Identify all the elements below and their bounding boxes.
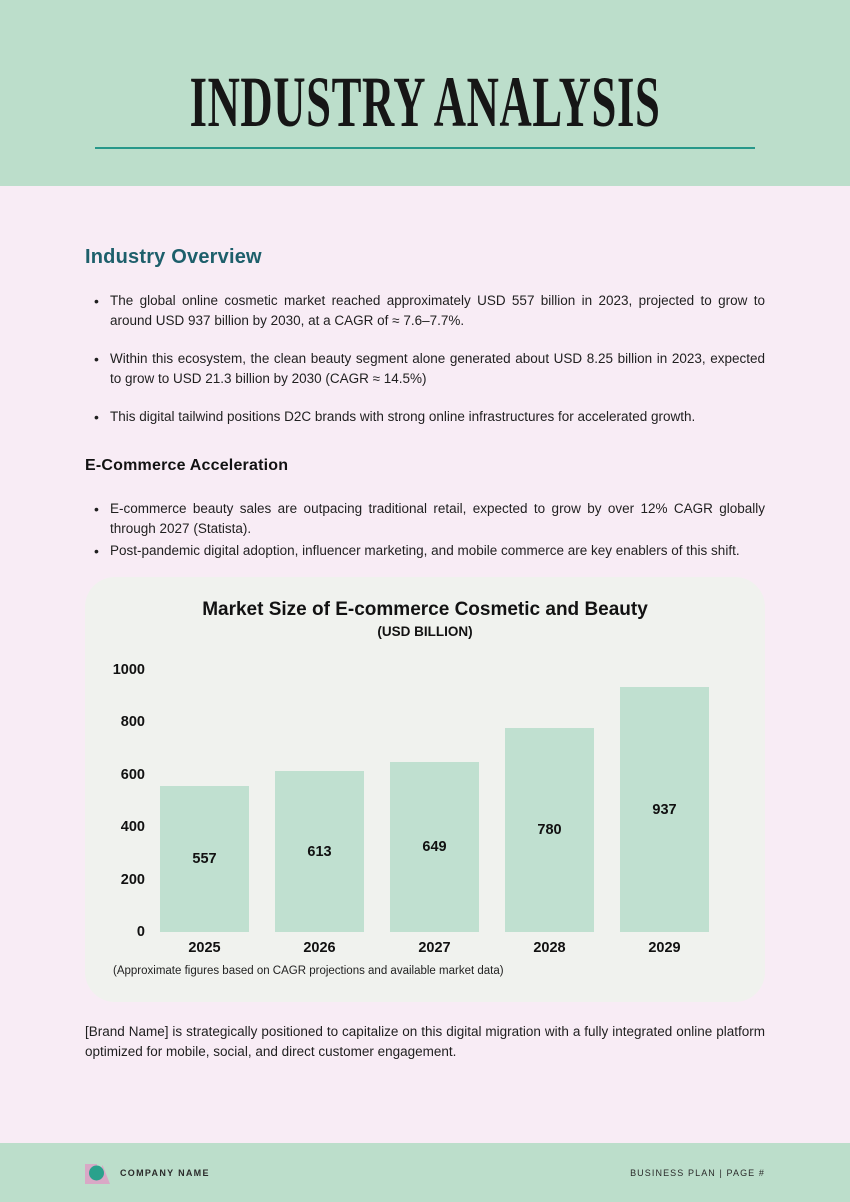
y-axis-tick-label: 200 — [120, 871, 145, 888]
bar-2029 — [620, 687, 709, 932]
chart-subtitle: (USD BILLION) — [377, 624, 473, 639]
overview-heading: Industry Overview — [85, 246, 262, 268]
bar-value-label: 937 — [652, 801, 677, 818]
chart-title: Market Size of E-commerce Cosmetic and B… — [202, 599, 648, 620]
overview-bullet: Within this ecosystem, the clean beauty … — [85, 349, 765, 389]
footer-band: COMPANY NAME BUSINESS PLAN | PAGE # — [0, 1143, 850, 1202]
overview-bullet-list: The global online cosmetic market reache… — [85, 291, 765, 427]
bar-value-label: 557 — [192, 851, 217, 867]
overview-bullet: This digital tailwind positions D2C bran… — [85, 407, 765, 427]
header-band: INDUSTRY ANALYSIS — [0, 0, 850, 186]
page-title: INDUSTRY ANALYSIS — [189, 62, 661, 142]
bar-2025 — [160, 786, 249, 932]
ecommerce-bullet: Post-pandemic digital adoption, influenc… — [85, 541, 765, 561]
company-name-label: COMPANY NAME — [120, 1167, 210, 1178]
ecommerce-bullet-list: E-commerce beauty sales are outpacing tr… — [85, 499, 765, 561]
company-logo-icon — [85, 1164, 110, 1184]
overview-bullet: The global online cosmetic market reache… — [85, 291, 765, 331]
footer-page-label: BUSINESS PLAN | PAGE # — [630, 1167, 765, 1178]
market-size-chart-card: Market Size of E-commerce Cosmetic and B… — [85, 577, 765, 1002]
footer-left: COMPANY NAME — [85, 1161, 210, 1184]
bar-2028 — [505, 728, 594, 932]
bar-2026 — [275, 771, 364, 932]
closing-paragraph: [Brand Name] is strategically positioned… — [85, 1024, 765, 1059]
x-axis-category-label: 2027 — [418, 940, 451, 956]
page-content: Industry Overview The global online cosm… — [0, 186, 850, 1062]
bar-value-label: 613 — [307, 843, 332, 860]
y-axis-tick-label: 1000 — [112, 662, 145, 678]
x-axis-category-label: 2028 — [533, 940, 566, 956]
x-axis-category-label: 2029 — [648, 940, 681, 956]
y-axis-tick-label: 400 — [120, 819, 145, 836]
title-underline — [95, 147, 755, 149]
y-axis-tick-label: 800 — [120, 714, 145, 731]
bar-chart: 0 200 400 600 800 1000 557 2025 613 2026 649 2027 78… — [85, 662, 765, 962]
logo-circle-shape — [89, 1165, 104, 1181]
x-axis-category-label: 2026 — [303, 940, 336, 956]
bar-value-label: 649 — [422, 839, 447, 855]
chart-footnote: (Approximate figures based on CAGR proje… — [113, 965, 504, 977]
bar-value-label: 780 — [537, 822, 562, 838]
bar-2027 — [390, 762, 479, 932]
ecommerce-bullet: E-commerce beauty sales are outpacing tr… — [85, 499, 765, 539]
y-axis-tick-label: 0 — [136, 924, 145, 940]
ecommerce-heading: E-Commerce Acceleration — [85, 457, 289, 474]
y-axis-tick-label: 600 — [120, 766, 145, 783]
x-axis-category-label: 2025 — [188, 940, 221, 956]
